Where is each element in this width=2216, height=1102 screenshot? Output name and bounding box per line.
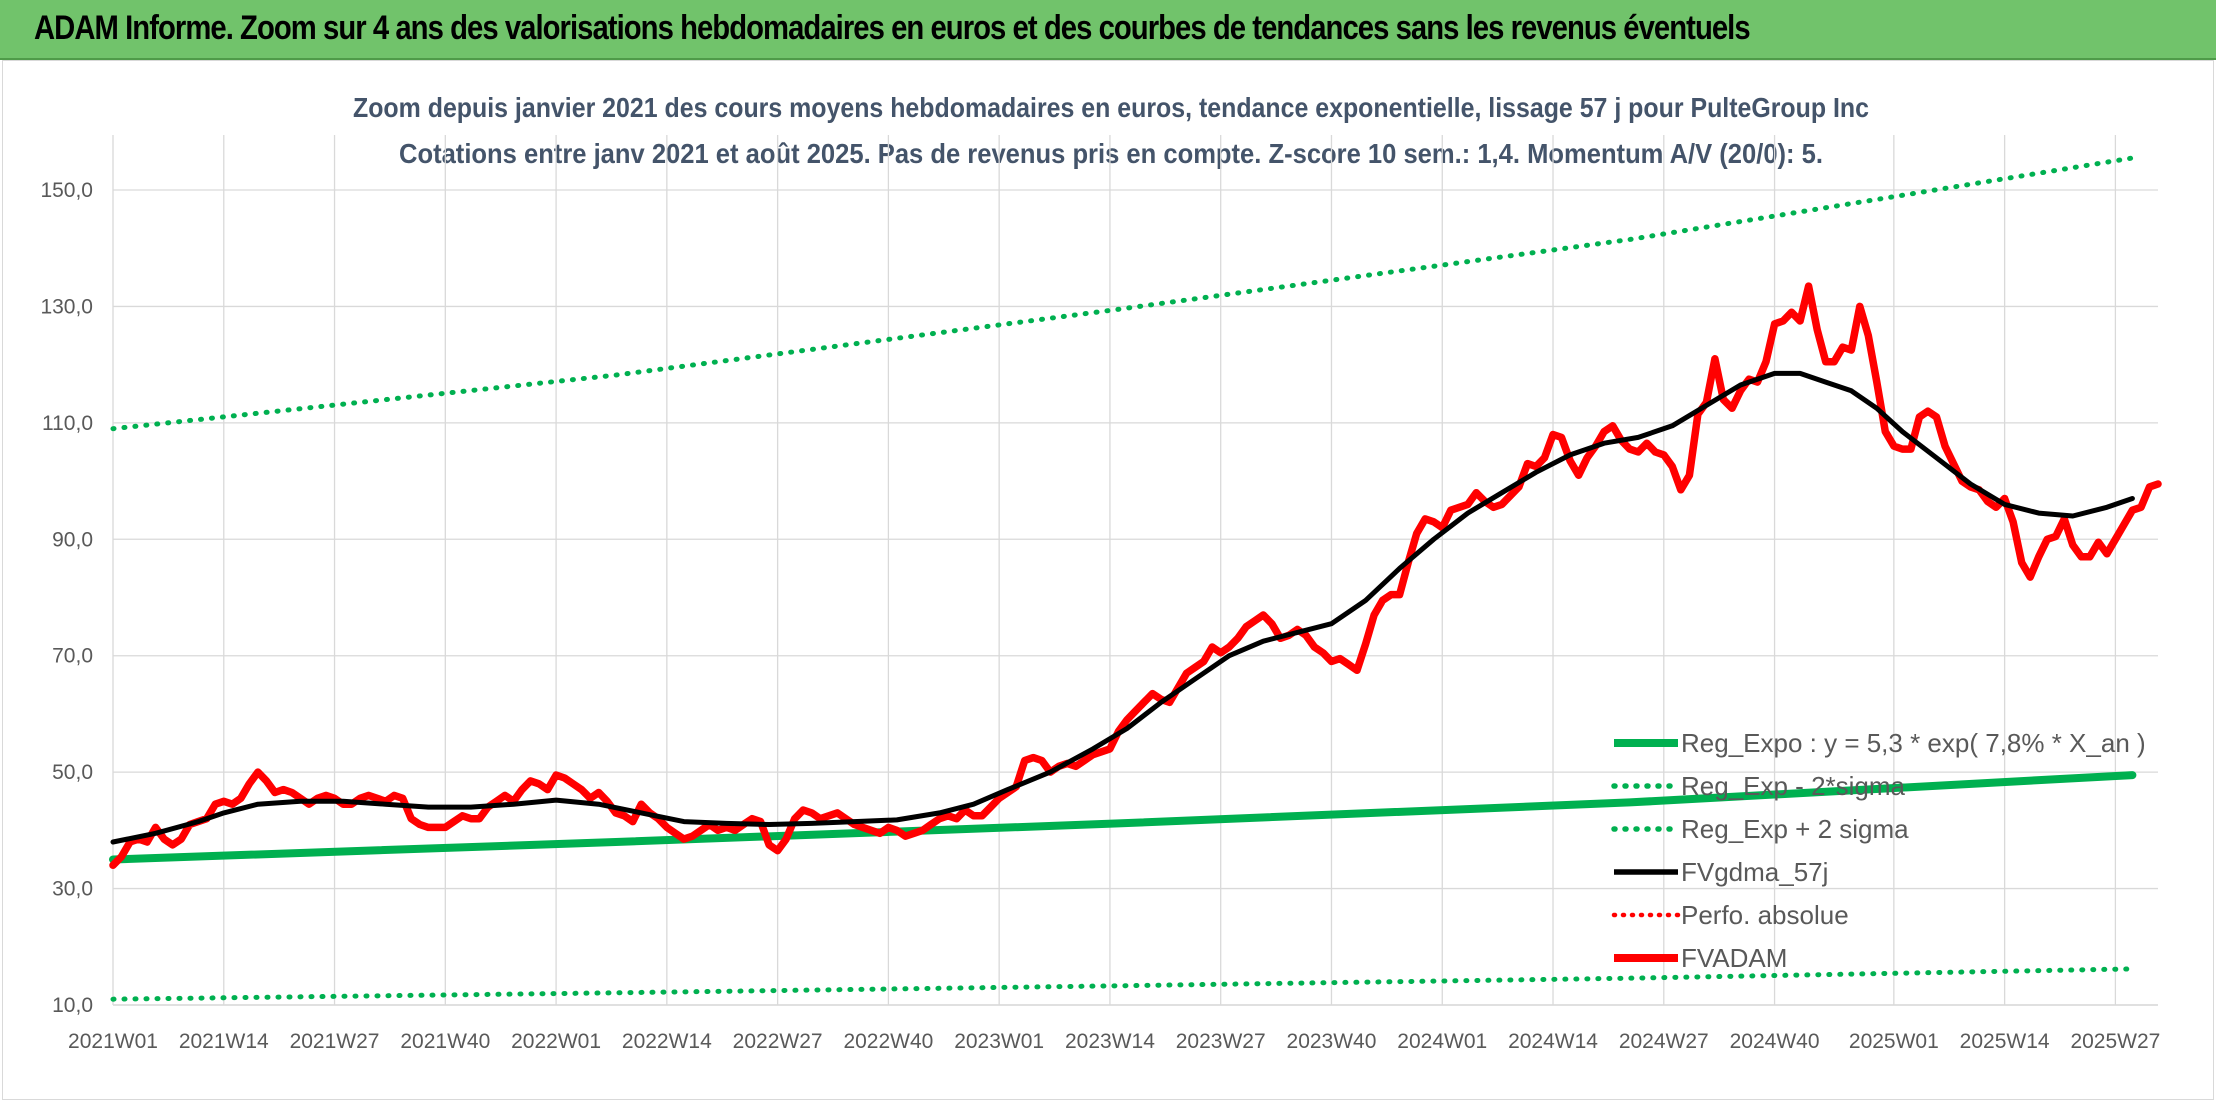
chart-title: Zoom depuis janvier 2021 des cours moyen… [353,92,1869,123]
x-tick-label: 2021W27 [290,1030,380,1053]
y-tick-label: 130,0 [40,295,93,318]
x-tick-label: 2024W40 [1730,1030,1820,1053]
series-line-reg-expo [109,771,2137,864]
y-tick-label: 90,0 [52,528,93,551]
y-axis-ticks: 10,0 30,0 50,0 70,0 90,0 110,0 130,0 150,0 [40,179,93,1017]
chart-subtitle: Cotations entre janv 2021 et août 2025. … [399,138,1823,169]
x-tick-label: 2025W14 [1960,1030,2050,1053]
banner-title: ADAM Informe. Zoom sur 4 ans des valoris… [34,9,1751,47]
y-tick-label: 110,0 [42,412,93,435]
x-tick-label: 2024W27 [1619,1030,1709,1053]
x-tick-label: 2021W14 [179,1030,269,1053]
legend-label: Reg_Expo : y = 5,3 * exp( 7,8% * X_an ) [1681,728,2146,758]
x-tick-label: 2022W27 [733,1030,823,1053]
series-line-fvadam [109,282,2162,870]
series-line-fvgdma-57j [110,370,2135,845]
legend-label: FVADAM [1681,943,1787,973]
legend-label: Reg_Exp + 2 sigma [1681,814,1909,844]
x-tick-label: 2023W01 [954,1030,1044,1053]
x-tick-label: 2025W27 [2070,1030,2160,1053]
x-tick-label: 2021W40 [400,1030,490,1053]
legend-label: Perfo. absolue [1681,900,1849,930]
legend-label: Reg_Exp - 2*sigma [1681,771,1906,801]
y-tick-label: 30,0 [52,878,93,901]
x-tick-label: 2022W40 [843,1030,933,1053]
series-lines [109,155,2162,1002]
gridlines [112,135,2158,1006]
legend-label: FVgdma_57j [1681,857,1828,887]
chart-svg: Zoom depuis janvier 2021 des cours moyen… [40,92,2162,1053]
x-tick-label: 2023W14 [1065,1030,1155,1053]
x-axis-ticks: 2021W01 2021W14 2021W27 2021W40 2022W01 2022W… [68,1030,2160,1053]
legend: Reg_Expo : y = 5,3 * exp( 7,8% * X_an ) R… [1611,728,2146,973]
y-tick-label: 70,0 [52,645,93,668]
x-tick-label: 2022W14 [622,1030,712,1053]
chart-frame: Zoom depuis janvier 2021 des cours moyen… [2,60,2214,1100]
x-tick-label: 2022W01 [511,1030,601,1053]
y-tick-label: 10,0 [52,994,93,1017]
title-banner: ADAM Informe. Zoom sur 4 ans des valoris… [0,0,2216,60]
x-tick-label: 2024W14 [1508,1030,1598,1053]
y-tick-label: 50,0 [52,761,93,784]
x-tick-label: 2023W40 [1287,1030,1377,1053]
x-tick-label: 2025W01 [1849,1030,1939,1053]
series-line-reg-exp [110,155,2135,432]
x-tick-label: 2023W27 [1176,1030,1266,1053]
x-tick-label: 2021W01 [68,1030,158,1053]
x-tick-label: 2024W01 [1397,1030,1487,1053]
series-line-reg-exp [110,966,2135,1002]
y-tick-label: 150,0 [40,179,93,202]
